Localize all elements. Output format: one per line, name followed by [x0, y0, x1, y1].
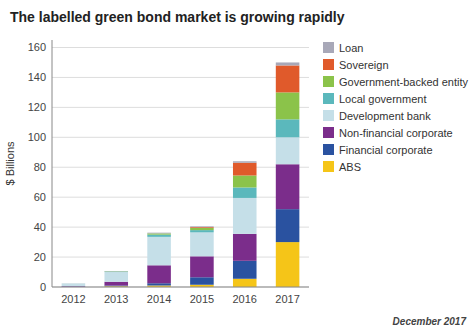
grid-line: [52, 227, 309, 228]
bar-segment: [104, 270, 128, 271]
bar-segment: [104, 271, 128, 272]
legend-label: Development bank: [339, 110, 431, 122]
grid-line: [52, 167, 309, 168]
y-tick-label: 100: [28, 131, 46, 143]
bar-segment: [62, 283, 86, 284]
legend-swatch: [323, 42, 334, 53]
legend-label: Sovereign: [339, 59, 389, 71]
bar-segment: [147, 235, 171, 237]
legend-label: Loan: [339, 42, 363, 54]
bar-segment: [62, 283, 86, 284]
bar-segment: [62, 283, 86, 284]
bar-segment: [104, 272, 128, 282]
bar-segment: [62, 283, 86, 284]
x-tick-label: 2016: [233, 293, 257, 305]
bar-segment: [233, 175, 257, 187]
y-tick-label: 40: [34, 221, 46, 233]
bar-segment: [190, 232, 214, 256]
bar-segment: [276, 209, 300, 242]
bar-segment: [276, 92, 300, 119]
grid-line: [52, 257, 309, 258]
legend: Loan Sovereign Government-backed entity Loc…: [323, 42, 469, 173]
legend-label: Local government: [339, 93, 426, 105]
grid-line: [52, 47, 309, 48]
y-axis-line: [52, 40, 53, 287]
y-tick-label: 60: [34, 191, 46, 203]
grid: [52, 47, 309, 287]
grid-line: [52, 197, 309, 198]
bar-segment: [233, 234, 257, 261]
bar-segment: [233, 261, 257, 279]
bar-segment: [190, 226, 214, 228]
grid-line: [52, 137, 309, 138]
legend-swatch: [323, 110, 334, 121]
bar-segment: [276, 164, 300, 209]
y-tick-label: 0: [40, 281, 46, 293]
grid-line: [52, 107, 309, 108]
bar-segment: [276, 65, 300, 92]
bar-segment: [104, 271, 128, 272]
bar-segment: [147, 265, 171, 283]
legend-swatch: [323, 59, 334, 70]
x-tick-label: 2015: [190, 293, 214, 305]
legend-label: ABS: [339, 161, 361, 173]
y-tick-label: 20: [34, 251, 46, 263]
bar-segment: [62, 284, 86, 286]
bar-segment: [147, 232, 171, 234]
bar-segment: [233, 161, 257, 162]
x-tick-label: 2014: [147, 293, 171, 305]
legend-swatch: [323, 144, 334, 155]
legend-swatch: [323, 127, 334, 138]
x-tick-label: 2013: [104, 293, 128, 305]
bar-segment: [147, 233, 171, 234]
grid-line: [52, 287, 309, 288]
legend-label: Financial corporate: [339, 144, 433, 156]
bar-segment: [104, 282, 128, 286]
bar-segment: [233, 279, 257, 287]
bar-segment: [276, 242, 300, 287]
x-tick-label: 2017: [275, 293, 299, 305]
y-axis-label: $ Billions: [4, 141, 16, 186]
bar-segment: [276, 62, 300, 65]
chart: The labelled green bond market is growin…: [0, 0, 474, 333]
bar-segment: [147, 237, 171, 265]
legend-label: Non-financial corporate: [339, 127, 453, 139]
grid-line: [52, 77, 309, 78]
bar-segment: [147, 233, 171, 234]
x-tick-label: 2012: [61, 293, 85, 305]
y-tick-label: 160: [28, 41, 46, 53]
footnote: December 2017: [393, 316, 467, 327]
bar-segment: [190, 228, 214, 230]
bar-segment: [276, 137, 300, 164]
y-tick-label: 140: [28, 71, 46, 83]
bar-segment: [233, 187, 257, 197]
bar-segment: [190, 227, 214, 229]
legend-swatch: [323, 93, 334, 104]
bar-segment: [190, 230, 214, 232]
bar-segment: [233, 198, 257, 234]
y-tick-label: 120: [28, 101, 46, 113]
x-axis-line: [52, 287, 309, 288]
bars: [62, 62, 300, 287]
title: The labelled green bond market is growin…: [10, 9, 345, 25]
legend-swatch: [323, 161, 334, 172]
bar-segment: [190, 277, 214, 284]
bar-segment: [147, 283, 171, 285]
y-tick-label: 80: [34, 161, 46, 173]
legend-swatch: [323, 76, 334, 87]
bar-segment: [104, 271, 128, 272]
bar-segment: [233, 163, 257, 176]
legend-label: Government-backed entity: [339, 76, 469, 88]
bar-segment: [190, 256, 214, 277]
bar-segment: [276, 119, 300, 137]
